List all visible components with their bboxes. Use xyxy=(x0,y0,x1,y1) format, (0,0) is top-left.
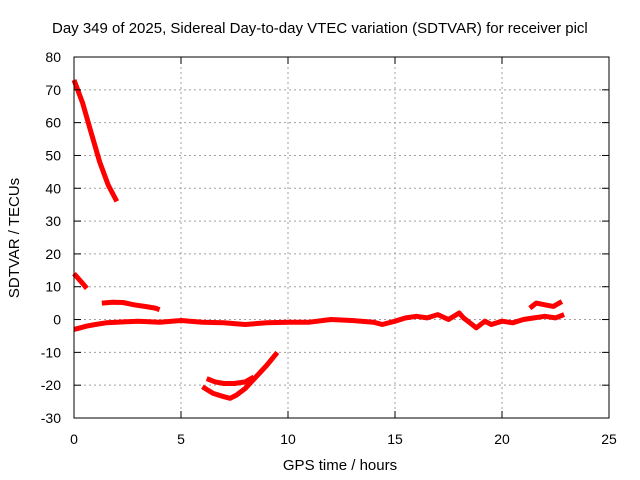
y-tick-label: 80 xyxy=(45,49,61,65)
y-axis-title: SDTVAR / TECUs xyxy=(6,178,23,298)
series-arc-steep-decline xyxy=(71,79,120,203)
y-tick-label: 20 xyxy=(45,246,61,262)
x-tick-label: 5 xyxy=(177,431,185,447)
x-axis-title: GPS time / hours xyxy=(283,457,397,474)
tick-layer: -30 -20 -10 0 10 20 30 40 50 60 70 80 0 5 10 15 20 25 xyxy=(41,49,617,447)
chart-title: Day 349 of 2025, Sidereal Day-to-day VTE… xyxy=(52,20,588,37)
y-tick-label: 30 xyxy=(45,213,61,229)
y-tick-label: 40 xyxy=(45,180,61,196)
y-tick-label: 0 xyxy=(53,312,61,328)
series-arc-dip-lower xyxy=(201,350,280,401)
series-arc-main-baseline xyxy=(73,310,565,332)
y-tick-label: -30 xyxy=(41,410,61,426)
y-tick-label: 10 xyxy=(45,279,61,295)
series-arc-late-upper xyxy=(528,299,564,311)
y-tick-label: -20 xyxy=(41,377,61,393)
x-tick-label: 20 xyxy=(494,431,510,447)
series-arc-short-decline xyxy=(72,271,89,291)
y-tick-label: 70 xyxy=(45,82,61,98)
series-layer xyxy=(71,79,565,401)
y-tick-label: 50 xyxy=(45,147,61,163)
x-tick-label: 25 xyxy=(601,431,617,447)
y-tick-label: 60 xyxy=(45,115,61,131)
x-tick-label: 10 xyxy=(280,431,296,447)
x-tick-label: 0 xyxy=(70,431,78,447)
series-arc-plateau xyxy=(101,299,161,313)
series-arc-dip-upper xyxy=(205,374,256,386)
y-tick-label: -10 xyxy=(41,344,61,360)
plot-frame xyxy=(73,56,610,419)
x-tick-label: 15 xyxy=(387,431,403,447)
